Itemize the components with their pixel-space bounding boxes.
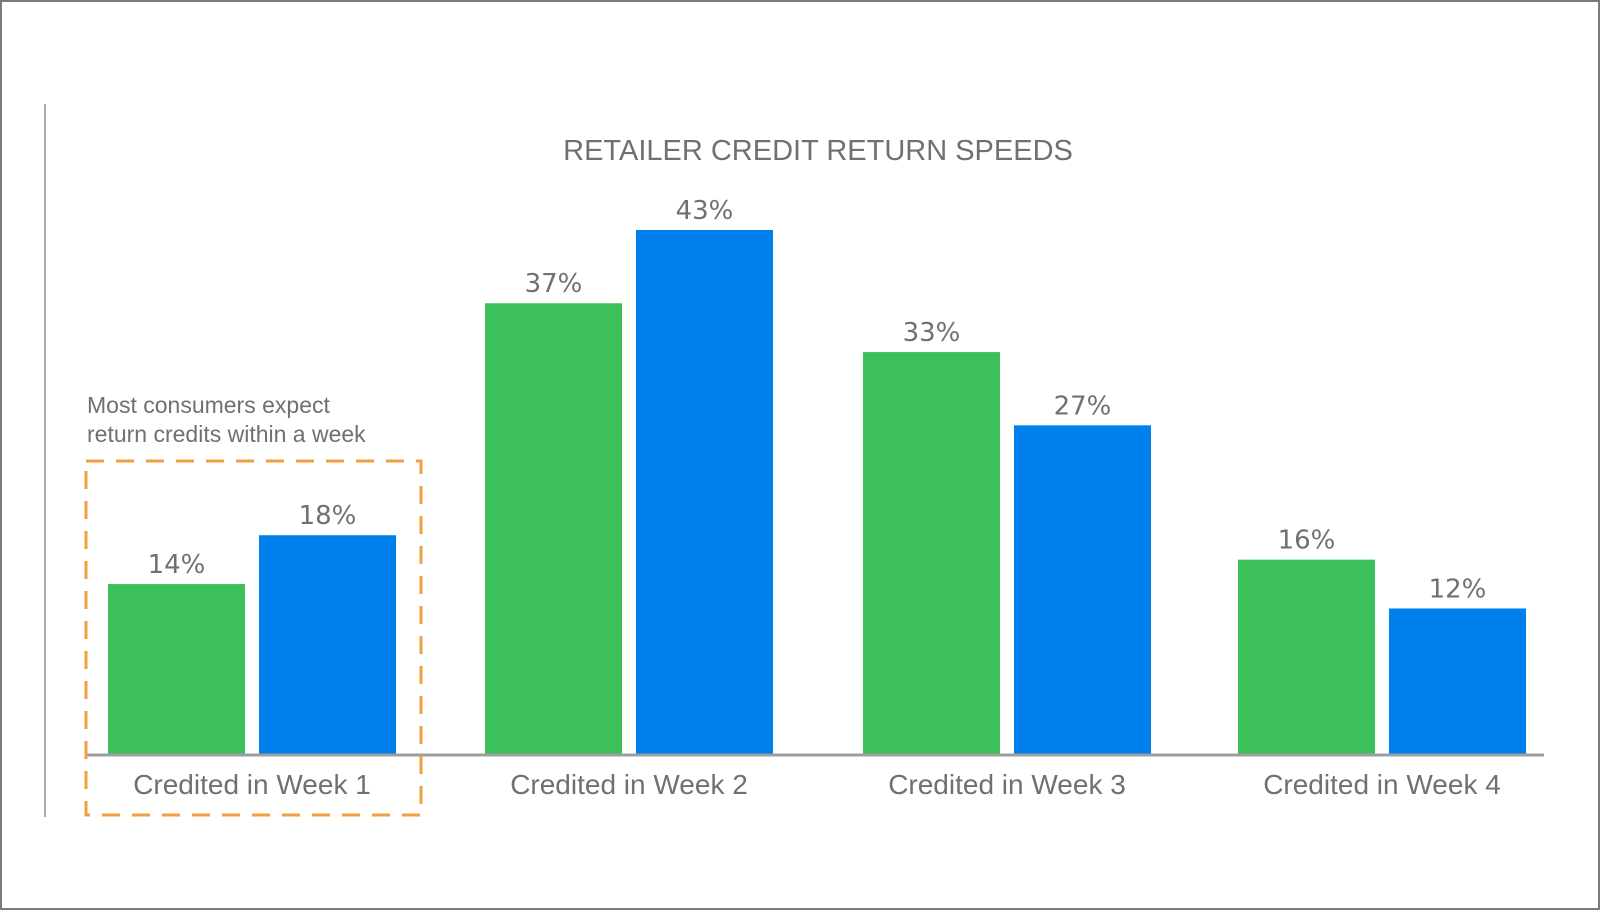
value-label-week-4-series-1: 16%	[1278, 526, 1336, 556]
bar-week-3-series-2	[1014, 425, 1151, 755]
bar-week-1-series-1	[108, 584, 245, 755]
annotation-line-2: return credits within a week	[87, 421, 366, 447]
value-label-week-2-series-1: 37%	[525, 269, 583, 299]
bar-week-4-series-1	[1238, 559, 1375, 755]
category-label-week-4: Credited in Week 4	[1263, 769, 1501, 800]
highlight-box	[84, 459, 423, 817]
value-label-week-1-series-2: 18%	[299, 501, 357, 531]
category-label-week-3: Credited in Week 3	[888, 769, 1126, 800]
value-label-week-1-series-1: 14%	[148, 550, 206, 580]
bar-week-1-series-2	[259, 535, 396, 755]
value-label-week-3-series-2: 27%	[1054, 391, 1112, 421]
bar-week-3-series-1	[863, 352, 1000, 755]
annotation-line-1: Most consumers expect	[87, 392, 330, 418]
category-label-week-2: Credited in Week 2	[510, 769, 748, 800]
bar-week-2-series-2	[636, 229, 773, 756]
chart-title: RETAILER CREDIT RETURN SPEEDS	[563, 135, 1073, 167]
value-label-week-4-series-2: 12%	[1429, 574, 1487, 604]
bar-week-2-series-1	[485, 303, 622, 755]
value-label-week-2-series-2: 43%	[676, 196, 734, 226]
category-labels: Credited in Week 1 Credited in Week 2 Cred…	[133, 769, 1501, 800]
value-label-week-3-series-1: 33%	[903, 318, 961, 348]
bar-week-4-series-2	[1389, 608, 1526, 755]
category-label-week-1: Credited in Week 1	[133, 769, 371, 800]
bars-layer: 14% 18% 37% 43% 33% 27% 16% 12%	[108, 196, 1526, 756]
